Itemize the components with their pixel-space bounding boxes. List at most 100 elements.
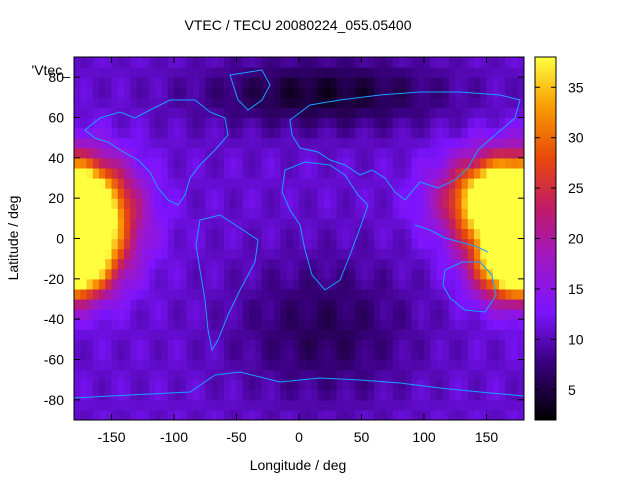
heatmap-cell	[367, 137, 375, 149]
heatmap-cell	[411, 278, 419, 290]
heatmap-cell	[436, 339, 444, 351]
heatmap-cell	[486, 157, 494, 169]
heatmap-cell	[236, 87, 244, 98]
heatmap-cell	[399, 57, 406, 68]
heatmap-cell	[355, 349, 363, 361]
heatmap-cell	[161, 409, 169, 420]
heatmap-cell	[455, 359, 463, 371]
heatmap-cell	[492, 379, 500, 391]
heatmap-cell	[130, 299, 138, 310]
heatmap-cell	[130, 329, 138, 340]
heatmap-cell	[417, 157, 425, 169]
heatmap-cell	[111, 97, 119, 109]
heatmap-cell	[86, 288, 94, 300]
heatmap-cell	[111, 107, 119, 119]
heatmap-cell	[517, 107, 524, 119]
heatmap-cell	[461, 409, 469, 420]
heatmap-cell	[399, 258, 406, 270]
heatmap-cell	[74, 228, 81, 240]
heatmap-cell	[349, 278, 356, 290]
heatmap-cell	[124, 409, 131, 420]
heatmap-cell	[242, 218, 250, 230]
heatmap-cell	[361, 399, 369, 411]
heatmap-cell	[411, 409, 419, 420]
heatmap-cell	[305, 238, 313, 250]
heatmap-cell	[224, 57, 231, 68]
heatmap-cell	[317, 178, 325, 189]
heatmap-cell	[286, 299, 294, 310]
heatmap-cell	[324, 57, 331, 68]
heatmap-cell	[349, 319, 356, 330]
heatmap-cell	[99, 268, 106, 280]
heatmap-cell	[492, 339, 500, 351]
heatmap-cell	[367, 329, 375, 340]
heatmap-cell	[299, 87, 306, 98]
heatmap-cell	[155, 178, 163, 189]
heatmap-cell	[149, 87, 156, 98]
heatmap-cell	[224, 329, 231, 340]
heatmap-cell	[74, 319, 81, 330]
heatmap-cell	[74, 258, 81, 270]
heatmap-cell	[205, 268, 213, 280]
heatmap-cell	[217, 339, 225, 351]
heatmap-cell	[280, 379, 288, 391]
heatmap-cell	[330, 107, 338, 119]
heatmap-cell	[167, 157, 175, 169]
heatmap-cell	[286, 127, 294, 139]
heatmap-cell	[405, 409, 413, 420]
heatmap-cells	[74, 57, 524, 420]
heatmap-cell	[199, 359, 206, 371]
heatmap-cell	[355, 178, 363, 189]
heatmap-cell	[342, 399, 350, 411]
heatmap-cell	[155, 57, 163, 68]
heatmap-cell	[405, 349, 413, 361]
heatmap-cell	[124, 127, 131, 139]
heatmap-cell	[480, 87, 488, 98]
heatmap-cell	[199, 299, 206, 310]
heatmap-cell	[517, 188, 524, 199]
heatmap-cell	[430, 198, 438, 209]
heatmap-cell	[461, 188, 469, 199]
heatmap-cell	[380, 147, 388, 159]
heatmap-cell	[261, 238, 269, 250]
heatmap-cell	[461, 97, 469, 109]
coastline-south-america	[195, 214, 259, 352]
heatmap-cell	[199, 67, 206, 78]
heatmap-cell	[449, 107, 456, 119]
heatmap-cell	[299, 399, 306, 411]
heatmap-cell	[355, 339, 363, 351]
heatmap-cell	[330, 359, 338, 371]
heatmap-cell	[174, 299, 181, 310]
heatmap-cell	[155, 299, 163, 310]
heatmap-cell	[136, 178, 144, 189]
heatmap-cell	[442, 359, 450, 371]
heatmap-cell	[449, 97, 456, 109]
heatmap-cell	[505, 278, 513, 290]
heatmap-cell	[161, 379, 169, 391]
heatmap-cell	[317, 299, 325, 310]
heatmap-cell	[467, 319, 475, 330]
heatmap-cell	[299, 167, 306, 179]
heatmap-cell	[86, 339, 94, 351]
heatmap-cell	[511, 329, 519, 340]
heatmap-cell	[492, 399, 500, 411]
heatmap-cell	[267, 319, 275, 330]
heatmap-cell	[261, 167, 269, 179]
heatmap-cell	[180, 248, 188, 260]
heatmap-cell	[305, 268, 313, 280]
heatmap-cell	[286, 409, 294, 420]
heatmap-cell	[136, 299, 144, 310]
heatmap-cell	[124, 399, 131, 411]
heatmap-cell	[449, 137, 456, 149]
heatmap-cell	[186, 319, 194, 330]
heatmap-cell	[336, 238, 344, 250]
heatmap-cell	[105, 278, 113, 290]
heatmap-cell	[205, 409, 213, 420]
heatmap-cell	[99, 157, 106, 169]
heatmap-cell	[492, 147, 500, 159]
heatmap-cell	[380, 87, 388, 98]
heatmap-cell	[511, 77, 519, 88]
heatmap-cell	[80, 178, 88, 189]
heatmap-cell	[411, 167, 419, 179]
heatmap-cell	[361, 87, 369, 98]
